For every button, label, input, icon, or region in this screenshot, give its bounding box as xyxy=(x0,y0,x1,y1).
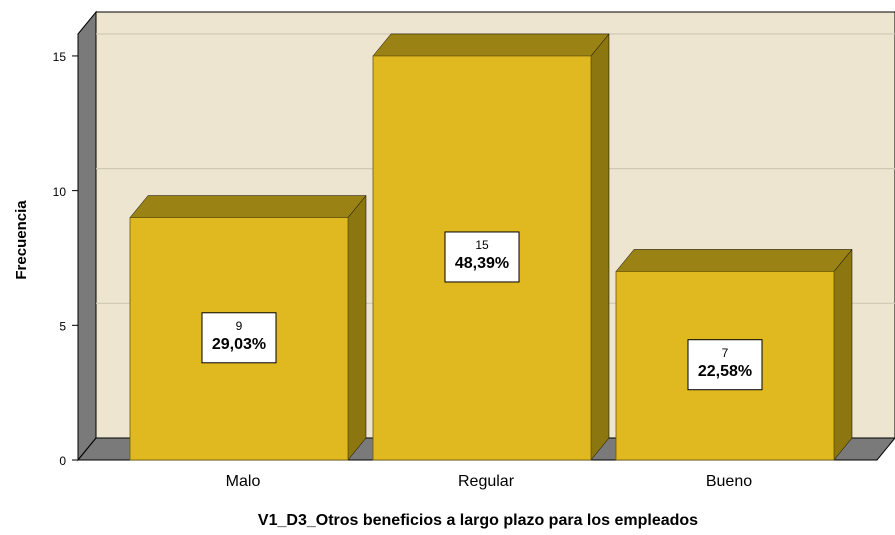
bar-top xyxy=(372,33,610,57)
data-label-count: 9 xyxy=(236,319,243,333)
data-label-count: 7 xyxy=(722,346,729,360)
left-wall xyxy=(77,10,97,462)
data-label-count: 15 xyxy=(475,238,489,252)
bar: 9 29,03% xyxy=(129,194,367,461)
x-tick-label: Regular xyxy=(458,473,515,490)
bar: 7 22,58% xyxy=(615,248,853,461)
data-label-percent: 29,03% xyxy=(212,336,266,353)
y-axis-title: Frecuencia xyxy=(13,200,30,280)
data-label-box xyxy=(687,339,763,391)
data-label-box xyxy=(444,231,520,283)
data-label-percent: 48,39% xyxy=(455,255,509,272)
bar: 15 48,39% xyxy=(372,33,610,461)
y-tick-label: 5 xyxy=(59,319,66,333)
data-label-percent: 22,58% xyxy=(698,363,752,380)
bar-side xyxy=(347,194,367,461)
x-tick-label: Malo xyxy=(226,473,261,490)
bar-top xyxy=(615,249,853,272)
y-tick-label: 0 xyxy=(59,454,66,468)
bar-side xyxy=(833,248,853,461)
bar-top xyxy=(129,195,367,218)
y-tick-label: 15 xyxy=(53,50,67,64)
bar-side xyxy=(590,33,610,461)
data-label-box xyxy=(201,312,277,364)
bars: 9 29,03% 15 48,39% 7 22,58% xyxy=(129,33,853,461)
y-tick-label: 10 xyxy=(53,185,67,199)
x-axis-title: V1_D3_Otros beneficios a largo plazo par… xyxy=(258,512,698,529)
x-tick-label: Bueno xyxy=(706,473,752,490)
